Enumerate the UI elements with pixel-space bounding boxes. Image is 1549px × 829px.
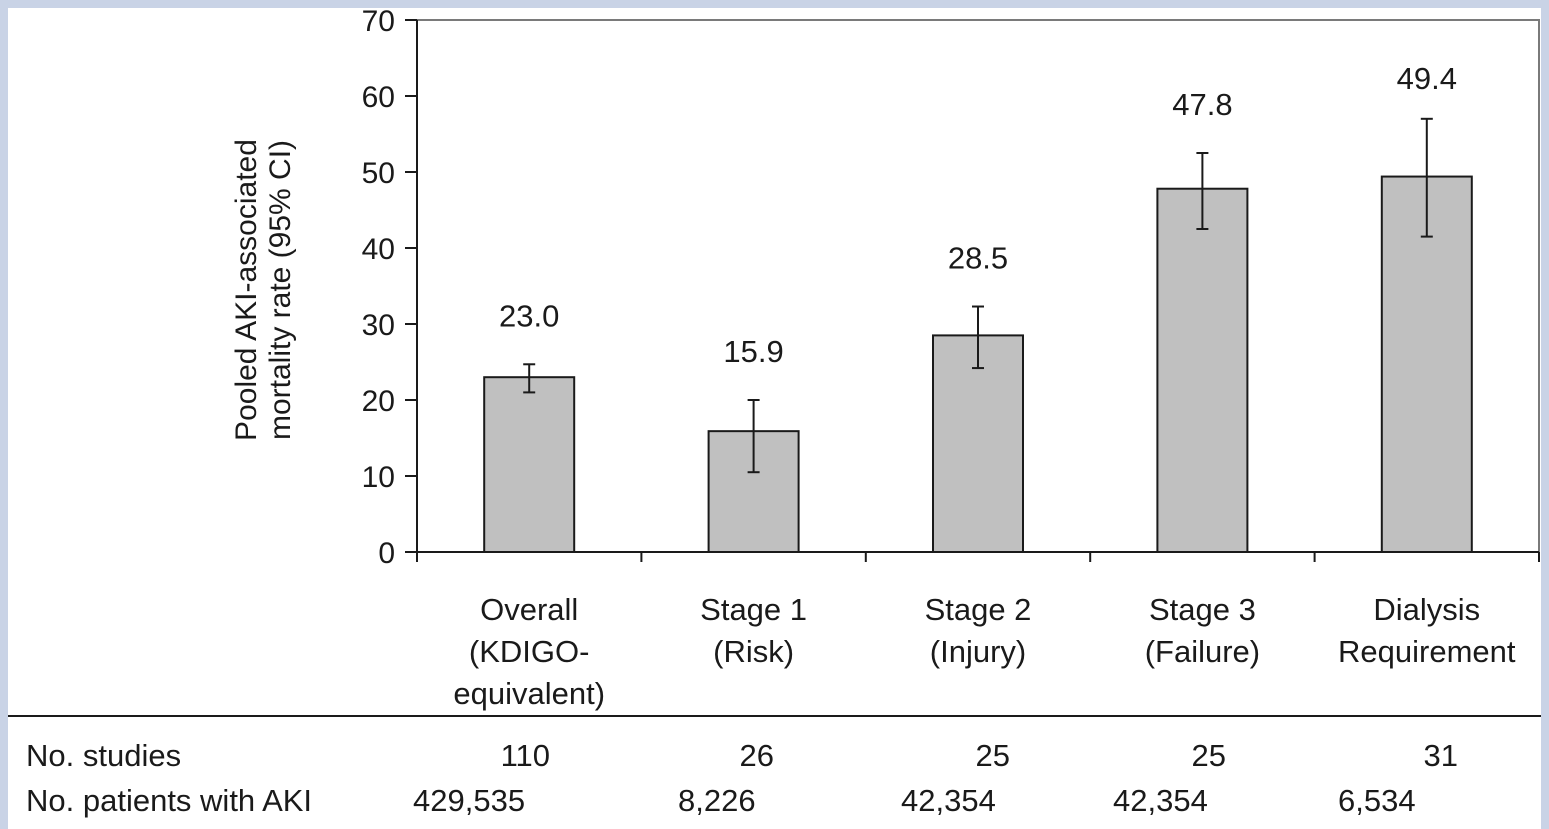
- y-tick-label: 60: [362, 81, 395, 114]
- table-cell: 25: [1192, 738, 1226, 773]
- figure-frame: Pooled AKI-associatedmortality rate (95%…: [8, 8, 1541, 829]
- y-tick-label: 20: [362, 385, 395, 418]
- y-tick-label: 0: [378, 537, 395, 570]
- bar: [932, 334, 1024, 553]
- table-cell: 42,354: [1113, 783, 1208, 818]
- table-row-label: No. studies: [26, 738, 181, 773]
- category-label-line: Stage 3: [1149, 592, 1256, 627]
- table-cell: 25: [976, 738, 1010, 773]
- category-label-line: Requirement: [1338, 634, 1516, 669]
- y-tick-label: 70: [362, 8, 395, 38]
- table-cell: 429,535: [413, 783, 525, 818]
- category-label: Dialysis Requirement: [1338, 592, 1516, 669]
- y-axis-title: Pooled AKI-associatedmortality rate (95%…: [230, 139, 297, 441]
- data-label: 23.0: [499, 298, 559, 333]
- y-axis-title-line: Pooled AKI-associated: [230, 139, 263, 441]
- table-cell: 26: [740, 738, 774, 773]
- category-label: Stage 2 (Injury): [925, 592, 1032, 669]
- category-label-line: (Failure): [1145, 634, 1260, 669]
- category-label: Overall (KDIGO-equivalent): [453, 592, 605, 711]
- table-cell: 6,534: [1338, 783, 1416, 818]
- summary-table: No. studies 110 26 25 25 31 No. patients with …: [8, 715, 1541, 818]
- bar-chart: Pooled AKI-associatedmortality rate (95%…: [8, 8, 1541, 818]
- category-label-line: equivalent): [453, 676, 605, 711]
- y-axis-title-line: mortality rate (95% CI): [264, 140, 297, 440]
- y-tick-label: 30: [362, 309, 395, 342]
- y-axis-label: Pooled AKI-associatedmortality rate (95%…: [230, 139, 297, 441]
- category-label-line: (Injury): [930, 634, 1026, 669]
- table-row-label: No. patients with AKI: [26, 783, 312, 818]
- value-labels: 23.0 15.9 28.5 47.8: [499, 87, 1233, 369]
- bars: [483, 175, 1473, 554]
- table-cell: 31: [1424, 738, 1458, 773]
- category-label-line: (Risk): [713, 634, 794, 669]
- y-tick-label: 50: [362, 157, 395, 190]
- annotation-top-right: 49.4: [1397, 61, 1457, 96]
- table-cell: 42,354: [901, 783, 996, 818]
- error-bars: [523, 117, 1433, 474]
- category-label: Stage 1 (Risk): [700, 592, 807, 669]
- data-label: 28.5: [948, 241, 1008, 276]
- category-label-line: Stage 2: [925, 592, 1032, 627]
- data-label: 47.8: [1172, 87, 1232, 122]
- category-label: Stage 3 (Failure): [1145, 592, 1260, 669]
- y-tick-label: 40: [362, 233, 395, 266]
- x-axis: [416, 551, 1540, 562]
- bar: [1380, 175, 1473, 553]
- bar: [483, 376, 576, 554]
- category-label-line: Dialysis: [1373, 592, 1480, 627]
- table-cell: 110: [501, 738, 550, 773]
- category-label-line: Stage 1: [700, 592, 807, 627]
- category-labels: Overall (KDIGO-equivalent)Stage 1 (Risk)St…: [453, 592, 1516, 711]
- category-label-line: Overall: [480, 592, 578, 627]
- y-tick-label: 10: [362, 461, 395, 494]
- category-label-line: (KDIGO-: [469, 634, 590, 669]
- data-label: 15.9: [723, 334, 783, 369]
- table-cell: 8,226: [678, 783, 756, 818]
- bar: [1156, 187, 1249, 553]
